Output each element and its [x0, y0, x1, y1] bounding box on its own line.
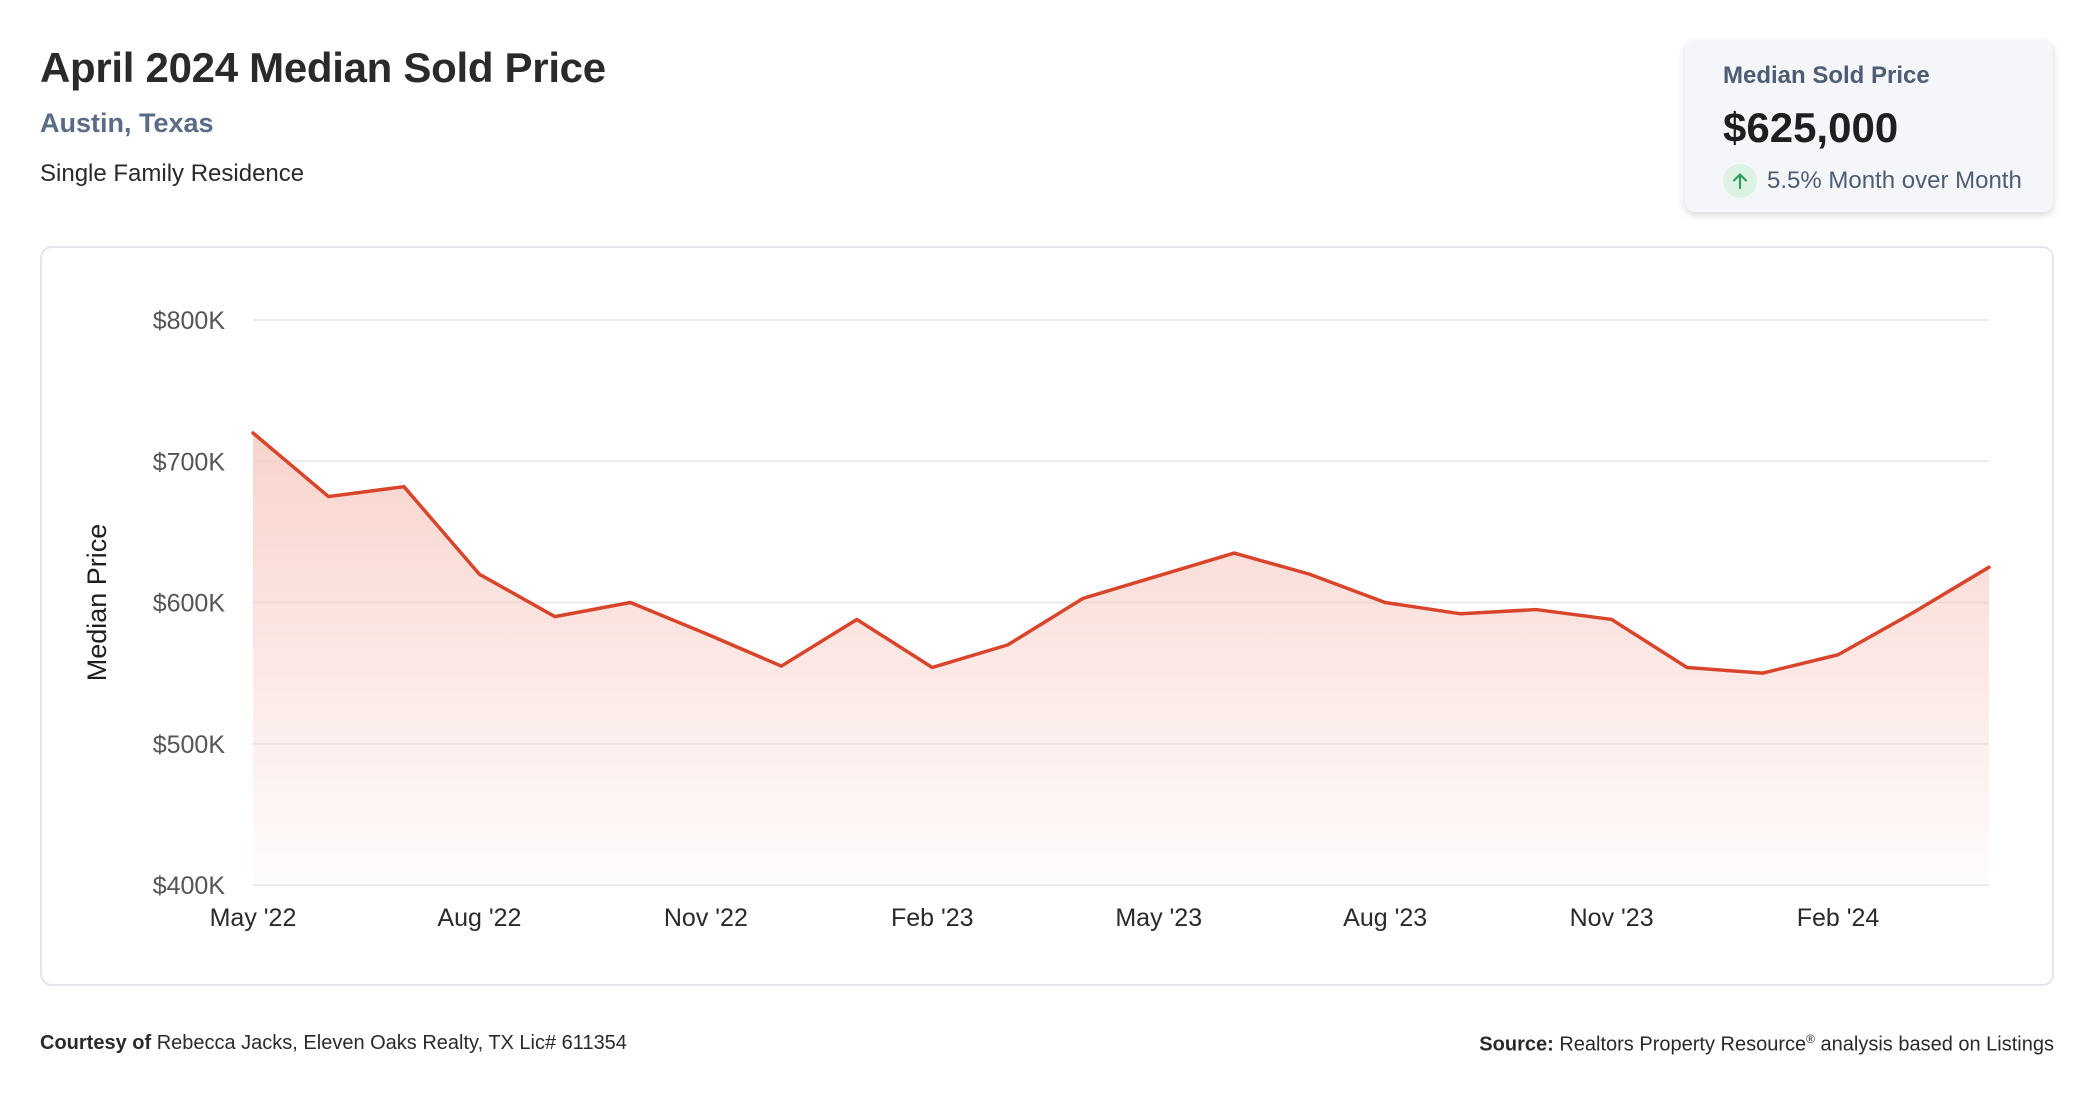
source-label: Source: [1479, 1033, 1554, 1056]
data-point [1383, 601, 1387, 605]
source-text-b: analysis based on Listings [1814, 1033, 2055, 1056]
area-fill [253, 433, 1989, 885]
data-point [1912, 610, 1916, 614]
property-type-label: Single Family Residence [40, 160, 305, 187]
location-subtitle: Austin, Texas [40, 108, 214, 138]
courtesy-label: Courtesy of [40, 1032, 152, 1054]
data-point [1006, 643, 1010, 647]
stat-card-value: $625,000 [1723, 104, 1899, 151]
footer-source: Source: Realtors Property Resource® anal… [1479, 1032, 2054, 1057]
data-point [553, 615, 557, 619]
data-point [326, 495, 330, 499]
data-point [704, 632, 708, 636]
page-title: April 2024 Median Sold Price [40, 44, 606, 91]
data-point [1232, 551, 1236, 555]
data-point [402, 485, 406, 489]
courtesy-text: Rebecca Jacks, Eleven Oaks Realty, TX Li… [156, 1032, 627, 1054]
x-tick-label: Aug '22 [437, 904, 521, 932]
data-point [1836, 653, 1840, 657]
y-axis-title: Median Price [82, 524, 112, 682]
median-price-stat-card: Median Sold Price $625,000 5.5% Month ov… [1685, 40, 2053, 212]
data-point [930, 665, 934, 669]
x-tick-label: Aug '23 [1343, 904, 1427, 932]
x-tick-label: Feb '24 [1797, 904, 1880, 932]
y-tick-label: $500K [153, 731, 226, 759]
source-text-a: Realtors Property Resource [1559, 1033, 1807, 1056]
footer-courtesy: Courtesy of Rebecca Jacks, Eleven Oaks R… [40, 1032, 627, 1055]
x-tick-label: Nov '22 [664, 904, 748, 932]
data-point [1081, 596, 1085, 600]
median-price-chart: $800K $700K $600K $500K $400K Median Price May… [82, 307, 1991, 932]
data-point [1157, 574, 1161, 578]
data-point [1534, 608, 1538, 612]
source-registered-mark: ® [1806, 1032, 1815, 1046]
stat-card-label: Median Sold Price [1723, 62, 1930, 89]
data-point [477, 572, 481, 576]
y-tick-label: $600K [153, 590, 226, 618]
x-tick-label: May '23 [1115, 904, 1202, 932]
data-point [1610, 617, 1614, 621]
data-point [1761, 671, 1765, 675]
data-point [855, 617, 859, 621]
y-tick-label: $700K [153, 448, 226, 476]
y-tick-label: $800K [153, 307, 226, 335]
data-point [1308, 572, 1312, 576]
series-line [251, 431, 1991, 675]
x-tick-label: May '22 [210, 904, 297, 932]
stat-change-text: 5.5% Month over Month [1767, 167, 2022, 194]
data-point [251, 431, 255, 435]
data-point [628, 601, 632, 605]
data-point [1459, 612, 1463, 616]
data-point [1685, 665, 1689, 669]
chart-panel: $800K $700K $600K $500K $400K Median Price May… [40, 246, 2054, 986]
data-point [1987, 565, 1991, 569]
data-point [779, 664, 783, 668]
y-tick-label: $400K [153, 872, 226, 900]
x-tick-label: Nov '23 [1570, 904, 1654, 932]
arrow-up-icon [1723, 164, 1757, 198]
stat-change-row: 5.5% Month over Month [1723, 164, 2053, 198]
x-tick-label: Feb '23 [891, 904, 974, 932]
